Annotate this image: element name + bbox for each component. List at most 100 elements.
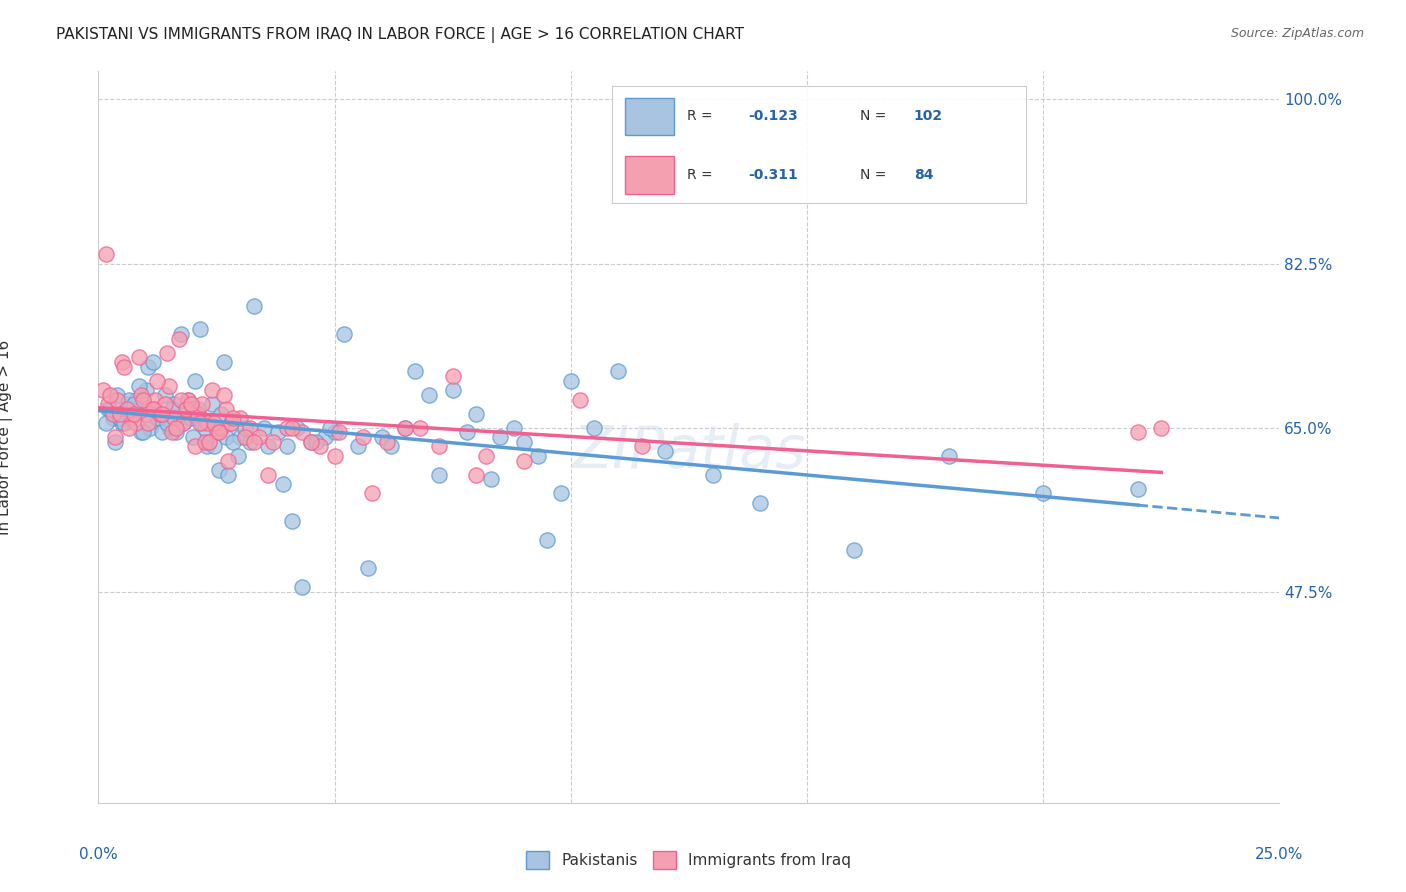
Point — [550, 486, 572, 500]
Point — [441, 383, 464, 397]
Point — [290, 425, 312, 440]
Text: In Labor Force | Age > 16: In Labor Force | Age > 16 — [0, 340, 14, 534]
Point — [222, 411, 245, 425]
Point — [404, 364, 426, 378]
Point — [184, 440, 207, 454]
Point — [257, 440, 280, 454]
Point — [143, 392, 166, 407]
Point — [177, 392, 200, 407]
Point — [569, 392, 592, 407]
Point — [187, 401, 209, 416]
Point — [191, 416, 214, 430]
Point — [333, 326, 356, 341]
Point — [394, 420, 416, 434]
Point — [394, 420, 416, 434]
Point — [181, 401, 204, 416]
Point — [94, 416, 117, 430]
Point — [247, 430, 270, 444]
Point — [465, 407, 488, 421]
Point — [299, 434, 322, 449]
Point — [257, 467, 280, 482]
Point — [512, 434, 534, 449]
Point — [118, 420, 141, 434]
Point — [938, 449, 960, 463]
Point — [536, 533, 558, 548]
Point — [583, 420, 606, 434]
Point — [122, 407, 145, 421]
Point — [281, 420, 304, 434]
Point — [136, 416, 159, 430]
Point — [156, 416, 179, 430]
Point — [163, 411, 186, 425]
Point — [371, 430, 394, 444]
Point — [208, 463, 231, 477]
Point — [91, 383, 114, 397]
Point — [132, 392, 155, 407]
Point — [165, 425, 187, 440]
Point — [115, 401, 138, 416]
Point — [219, 416, 242, 430]
Point — [844, 542, 866, 557]
Point — [132, 425, 155, 440]
Point — [215, 401, 238, 416]
Point — [142, 401, 165, 416]
Point — [233, 420, 256, 434]
Point — [198, 434, 221, 449]
Text: 25.0%: 25.0% — [1256, 847, 1303, 863]
Point — [191, 397, 214, 411]
Point — [172, 416, 194, 430]
Point — [198, 434, 221, 449]
Point — [276, 420, 298, 434]
Point — [180, 411, 202, 425]
Point — [512, 453, 534, 467]
Point — [184, 374, 207, 388]
Point — [654, 444, 676, 458]
Point — [607, 364, 630, 378]
Point — [163, 397, 186, 411]
Point — [489, 430, 512, 444]
Point — [427, 440, 450, 454]
Point — [128, 351, 150, 365]
Point — [118, 392, 141, 407]
Point — [465, 467, 488, 482]
Point — [98, 388, 121, 402]
Point — [209, 420, 232, 434]
Point — [153, 388, 176, 402]
Point — [201, 383, 224, 397]
Point — [195, 440, 218, 454]
Point — [98, 401, 121, 416]
Point — [105, 388, 128, 402]
Point — [177, 392, 200, 407]
Point — [1032, 486, 1054, 500]
Point — [101, 411, 124, 425]
Point — [129, 388, 152, 402]
Point — [153, 397, 176, 411]
Point — [323, 425, 346, 440]
Point — [111, 416, 134, 430]
Point — [262, 434, 284, 449]
Point — [156, 345, 179, 359]
Point — [352, 430, 374, 444]
Point — [526, 449, 548, 463]
Point — [194, 420, 217, 434]
Point — [142, 355, 165, 369]
Point — [149, 407, 172, 421]
Point — [146, 411, 169, 425]
Point — [129, 425, 152, 440]
Point — [135, 407, 157, 421]
Point — [560, 374, 582, 388]
Point — [271, 477, 294, 491]
Legend: Pakistanis, Immigrants from Iraq: Pakistanis, Immigrants from Iraq — [520, 845, 858, 875]
Point — [503, 420, 526, 434]
Point — [208, 425, 231, 440]
Point — [157, 378, 180, 392]
Point — [233, 430, 256, 444]
Point — [427, 467, 450, 482]
Point — [375, 434, 398, 449]
Point — [222, 434, 245, 449]
Point — [125, 416, 148, 430]
Point — [285, 420, 308, 434]
Text: ZIPatlas: ZIPatlas — [572, 423, 806, 480]
Text: 0.0%: 0.0% — [79, 847, 118, 863]
Point — [157, 420, 180, 434]
